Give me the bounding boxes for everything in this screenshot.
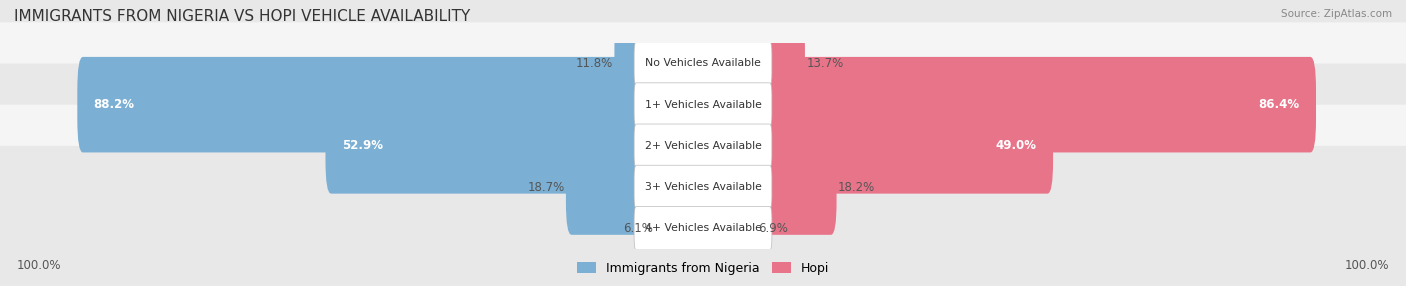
FancyBboxPatch shape: [634, 165, 772, 209]
Legend: Immigrants from Nigeria, Hopi: Immigrants from Nigeria, Hopi: [572, 257, 834, 280]
FancyBboxPatch shape: [0, 0, 1406, 146]
Text: Source: ZipAtlas.com: Source: ZipAtlas.com: [1281, 9, 1392, 19]
Text: 88.2%: 88.2%: [93, 98, 135, 111]
FancyBboxPatch shape: [614, 16, 709, 111]
Text: 2+ Vehicles Available: 2+ Vehicles Available: [644, 141, 762, 151]
Text: 18.7%: 18.7%: [527, 180, 565, 194]
Text: 86.4%: 86.4%: [1258, 98, 1299, 111]
FancyBboxPatch shape: [697, 16, 806, 111]
Text: 18.2%: 18.2%: [838, 180, 875, 194]
Text: 13.7%: 13.7%: [807, 57, 844, 70]
Text: 1+ Vehicles Available: 1+ Vehicles Available: [644, 100, 762, 110]
FancyBboxPatch shape: [697, 139, 837, 235]
Text: No Vehicles Available: No Vehicles Available: [645, 59, 761, 68]
FancyBboxPatch shape: [565, 139, 709, 235]
FancyBboxPatch shape: [0, 63, 1406, 228]
FancyBboxPatch shape: [697, 98, 1053, 194]
FancyBboxPatch shape: [634, 83, 772, 126]
Text: 52.9%: 52.9%: [342, 139, 382, 152]
FancyBboxPatch shape: [697, 57, 1316, 152]
FancyBboxPatch shape: [0, 105, 1406, 269]
FancyBboxPatch shape: [325, 98, 709, 194]
Text: 3+ Vehicles Available: 3+ Vehicles Available: [644, 182, 762, 192]
FancyBboxPatch shape: [77, 57, 709, 152]
Text: 100.0%: 100.0%: [17, 259, 62, 273]
Text: IMMIGRANTS FROM NIGERIA VS HOPI VEHICLE AVAILABILITY: IMMIGRANTS FROM NIGERIA VS HOPI VEHICLE …: [14, 9, 471, 23]
FancyBboxPatch shape: [0, 22, 1406, 187]
Text: 6.1%: 6.1%: [623, 222, 654, 235]
FancyBboxPatch shape: [655, 180, 709, 276]
FancyBboxPatch shape: [634, 124, 772, 168]
Text: 11.8%: 11.8%: [576, 57, 613, 70]
Text: 6.9%: 6.9%: [759, 222, 789, 235]
Text: 49.0%: 49.0%: [995, 139, 1038, 152]
FancyBboxPatch shape: [634, 206, 772, 250]
FancyBboxPatch shape: [634, 42, 772, 85]
Text: 4+ Vehicles Available: 4+ Vehicles Available: [644, 223, 762, 233]
FancyBboxPatch shape: [697, 180, 758, 276]
Text: 100.0%: 100.0%: [1344, 259, 1389, 273]
FancyBboxPatch shape: [0, 146, 1406, 286]
